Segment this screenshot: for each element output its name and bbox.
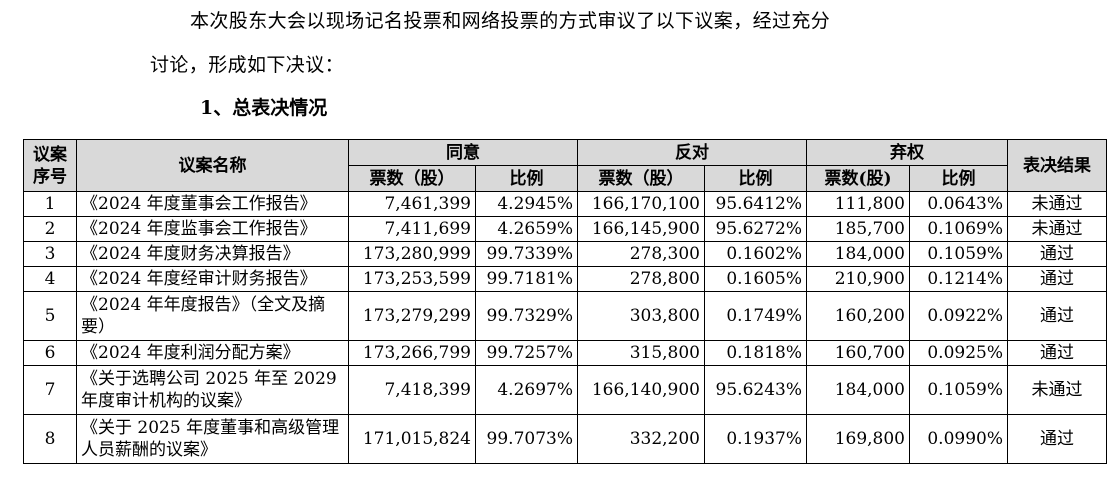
cell-against-votes: 278,800	[577, 266, 705, 292]
header-index: 议案序号	[23, 139, 77, 192]
cell-abstain-votes: 210,900	[806, 266, 910, 292]
cell-agree-votes: 7,461,399	[348, 191, 476, 217]
cell-index: 3	[23, 241, 77, 267]
cell-proposal-name: 《关于选聘公司 2025 年至 2029 年度审计机构的议案》	[76, 365, 349, 415]
cell-against-ratio: 0.1818%	[704, 340, 807, 366]
cell-result: 未通过	[1007, 365, 1107, 415]
cell-against-votes: 278,300	[577, 241, 705, 267]
cell-against-votes: 166,170,100	[577, 191, 705, 217]
cell-abstain-ratio: 0.0643%	[909, 191, 1008, 217]
cell-agree-ratio: 4.2659%	[475, 216, 578, 242]
cell-index: 7	[23, 365, 77, 415]
cell-index: 4	[23, 266, 77, 292]
header-abstain-votes: 票数(股)	[806, 165, 910, 192]
cell-abstain-votes: 160,700	[806, 340, 910, 366]
table-body: 1 《2024 年度董事会工作报告》 7,461,399 4.2945% 166,170…	[23, 191, 1107, 464]
header-abstain-ratio: 比例	[909, 165, 1008, 192]
cell-agree-ratio: 4.2697%	[475, 365, 578, 415]
cell-result: 通过	[1007, 414, 1107, 464]
table-row: 7 《关于选聘公司 2025 年至 2029 年度审计机构的议案》 7,418,39…	[23, 365, 1107, 415]
cell-agree-votes: 173,280,999	[348, 241, 476, 267]
cell-agree-ratio: 99.7181%	[475, 266, 578, 292]
cell-proposal-name: 《2024 年度董事会工作报告》	[76, 191, 349, 217]
cell-result: 通过	[1007, 241, 1107, 267]
cell-agree-ratio: 99.7073%	[475, 414, 578, 464]
header-against-votes: 票数（股）	[577, 165, 705, 192]
cell-abstain-votes: 160,200	[806, 291, 910, 341]
cell-result: 通过	[1007, 266, 1107, 292]
table-row: 8 《关于 2025 年度董事和高级管理人员薪酬的议案》 171,015,824 99…	[23, 414, 1107, 464]
table-row: 6 《2024 年度利润分配方案》 173,266,799 99.7257% 315,8…	[23, 340, 1107, 366]
cell-agree-ratio: 99.7329%	[475, 291, 578, 341]
cell-against-votes: 303,800	[577, 291, 705, 341]
header-result: 表决结果	[1007, 139, 1107, 192]
cell-index: 2	[23, 216, 77, 242]
cell-against-ratio: 95.6412%	[704, 191, 807, 217]
cell-against-ratio: 0.1937%	[704, 414, 807, 464]
cell-result: 未通过	[1007, 191, 1107, 217]
cell-proposal-name: 《2024 年度监事会工作报告》	[76, 216, 349, 242]
cell-abstain-votes: 185,700	[806, 216, 910, 242]
cell-against-ratio: 95.6243%	[704, 365, 807, 415]
cell-agree-ratio: 99.7257%	[475, 340, 578, 366]
cell-abstain-ratio: 0.1214%	[909, 266, 1008, 292]
cell-against-ratio: 0.1749%	[704, 291, 807, 341]
cell-proposal-name: 《2024 年度经审计财务报告》	[76, 266, 349, 292]
intro-line-2: 讨论，形成如下决议：	[150, 54, 345, 76]
cell-against-votes: 166,145,900	[577, 216, 705, 242]
cell-agree-votes: 7,418,399	[348, 365, 476, 415]
cell-proposal-name: 《2024 年度利润分配方案》	[76, 340, 349, 366]
cell-index: 6	[23, 340, 77, 366]
table-row: 2 《2024 年度监事会工作报告》 7,411,699 4.2659% 166,145…	[23, 216, 1107, 242]
header-abstain: 弃权	[806, 139, 1008, 166]
header-agree: 同意	[348, 139, 578, 166]
cell-against-ratio: 0.1602%	[704, 241, 807, 267]
cell-result: 未通过	[1007, 216, 1107, 242]
section-heading: 1、总表决情况	[200, 97, 328, 119]
cell-agree-votes: 7,411,699	[348, 216, 476, 242]
cell-agree-votes: 171,015,824	[348, 414, 476, 464]
cell-abstain-votes: 169,800	[806, 414, 910, 464]
cell-index: 1	[23, 191, 77, 217]
cell-abstain-ratio: 0.1059%	[909, 365, 1008, 415]
cell-agree-votes: 173,279,299	[348, 291, 476, 341]
cell-result: 通过	[1007, 291, 1107, 341]
table-row: 3 《2024 年度财务决算报告》 173,280,999 99.7339% 278,3…	[23, 241, 1107, 267]
table-row: 5 《2024 年年度报告》（全文及摘要） 173,279,299 99.7329% 3…	[23, 291, 1107, 341]
table-header: 议案序号 议案名称 同意 反对 弃权 表决结果 票数（股） 比例 票数（股） 比…	[23, 139, 1107, 192]
cell-result: 通过	[1007, 340, 1107, 366]
cell-agree-ratio: 4.2945%	[475, 191, 578, 217]
cell-abstain-ratio: 0.1059%	[909, 241, 1008, 267]
cell-proposal-name: 《关于 2025 年度董事和高级管理人员薪酬的议案》	[76, 414, 349, 464]
cell-abstain-votes: 184,000	[806, 241, 910, 267]
header-against-ratio: 比例	[704, 165, 807, 192]
header-agree-ratio: 比例	[475, 165, 578, 192]
header-agree-votes: 票数（股）	[348, 165, 476, 192]
intro-line-1: 本次股东大会以现场记名投票和网络投票的方式审议了以下议案，经过充分	[190, 10, 831, 32]
cell-abstain-ratio: 0.0990%	[909, 414, 1008, 464]
cell-against-ratio: 95.6272%	[704, 216, 807, 242]
cell-against-ratio: 0.1605%	[704, 266, 807, 292]
cell-against-votes: 166,140,900	[577, 365, 705, 415]
header-name: 议案名称	[76, 139, 349, 192]
cell-abstain-ratio: 0.0925%	[909, 340, 1008, 366]
header-against: 反对	[577, 139, 807, 166]
cell-agree-votes: 173,253,599	[348, 266, 476, 292]
cell-index: 8	[23, 414, 77, 464]
cell-agree-ratio: 99.7339%	[475, 241, 578, 267]
cell-against-votes: 332,200	[577, 414, 705, 464]
table-row: 4 《2024 年度经审计财务报告》 173,253,599 99.7181% 278,…	[23, 266, 1107, 292]
cell-proposal-name: 《2024 年度财务决算报告》	[76, 241, 349, 267]
cell-abstain-votes: 111,800	[806, 191, 910, 217]
cell-abstain-ratio: 0.1069%	[909, 216, 1008, 242]
cell-proposal-name: 《2024 年年度报告》（全文及摘要）	[76, 291, 349, 341]
cell-against-votes: 315,800	[577, 340, 705, 366]
cell-abstain-votes: 184,000	[806, 365, 910, 415]
table-row: 1 《2024 年度董事会工作报告》 7,461,399 4.2945% 166,170…	[23, 191, 1107, 217]
cell-agree-votes: 173,266,799	[348, 340, 476, 366]
voting-results-table: 议案序号 议案名称 同意 反对 弃权 表决结果 票数（股） 比例 票数（股） 比…	[23, 139, 1107, 464]
cell-index: 5	[23, 291, 77, 341]
cell-abstain-ratio: 0.0922%	[909, 291, 1008, 341]
